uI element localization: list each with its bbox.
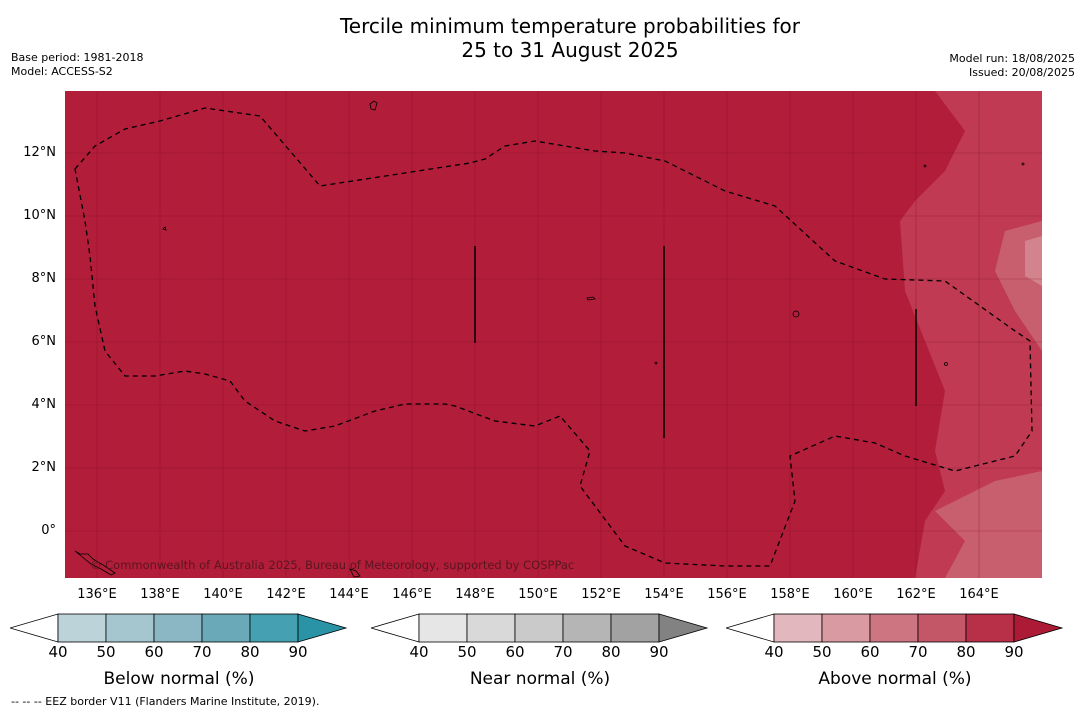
colorbar-tick-label: 40 (764, 643, 784, 661)
colorbar-segment (418, 613, 468, 643)
map-title: Tercile minimum temperature probabilitie… (0, 14, 1085, 62)
colorbar-tick-label: 90 (649, 643, 669, 661)
lat-label-8n: 8°N (31, 271, 57, 286)
colorbar-tick-label: 60 (144, 643, 164, 661)
lon-label-136e: 136°E (77, 587, 117, 602)
near-normal-title: Near normal (%) (469, 669, 611, 689)
eez-border (74, 107, 1033, 567)
colorbar-tick-label: 50 (457, 643, 477, 661)
lon-label-164e: 164°E (959, 587, 999, 602)
colorbar-tick-label: 90 (1004, 643, 1024, 661)
colorbar-segment (105, 613, 155, 643)
colorbar-extend-high (1013, 613, 1064, 643)
lon-label-154e: 154°E (644, 587, 684, 602)
colorbar-extend-high (297, 613, 348, 643)
lon-label-146e: 146°E (392, 587, 432, 602)
above-normal-70-south (935, 471, 1042, 578)
lon-label-160e: 160°E (833, 587, 873, 602)
above-normal-90-field (65, 91, 1042, 578)
colorbar-segment (610, 613, 660, 643)
colorbar-tick-label: 90 (288, 643, 308, 661)
colorbar-segment (821, 613, 871, 643)
map-svg (65, 91, 1042, 578)
lat-label-2n: 2°N (31, 460, 57, 475)
colorbar-tick-label: 70 (192, 643, 212, 661)
colorbar-segment (562, 613, 612, 643)
below-normal-title: Below normal (%) (103, 669, 255, 689)
eez-footnote: -- -- -- EEZ border V11 (Flanders Marine… (11, 695, 320, 708)
model-text: Model: ACCESS-S2 (11, 65, 113, 78)
colorbar-tick-label: 70 (553, 643, 573, 661)
above-normal-colorbar (726, 613, 1064, 643)
colorbar-segment (917, 613, 967, 643)
lon-label-150e: 150°E (518, 587, 558, 602)
colorbar-tick-label: 60 (860, 643, 880, 661)
lat-label-4n: 4°N (31, 397, 57, 412)
lat-label-10n: 10°N (23, 208, 56, 223)
lon-label-140e: 140°E (203, 587, 243, 602)
colorbar-segment (153, 613, 203, 643)
issued-text: Issued: 20/08/2025 (968, 66, 1075, 79)
colorbar-extend-low (371, 613, 420, 643)
title-line-1: Tercile minimum temperature probabilitie… (339, 14, 801, 38)
lon-label-142e: 142°E (266, 587, 306, 602)
colorbar-extend-low (10, 613, 59, 643)
colorbar-extend-low (726, 613, 775, 643)
lon-label-148e: 148°E (455, 587, 495, 602)
colorbar-tick-label: 70 (908, 643, 928, 661)
lon-label-158e: 158°E (770, 587, 810, 602)
colorbar-tick-label: 80 (956, 643, 976, 661)
below-normal-colorbar (10, 613, 348, 643)
colorbar-tick-label: 40 (48, 643, 68, 661)
model-run-info: Model run: 18/08/2025 Issued: 20/08/2025 (949, 52, 1075, 80)
colorbar-segment (57, 613, 107, 643)
lat-label-6n: 6°N (31, 334, 57, 349)
colorbar-segment (773, 613, 823, 643)
probability-map[interactable] (65, 91, 1042, 578)
colorbar-tick-label: 40 (409, 643, 429, 661)
colorbar-segment (201, 613, 251, 643)
lon-label-162e: 162°E (896, 587, 936, 602)
colorbar-segment (869, 613, 919, 643)
islands (74, 100, 1025, 578)
near-normal-colorbar (371, 613, 709, 643)
lon-label-156e: 156°E (707, 587, 747, 602)
model-run-text: Model run: 18/08/2025 (949, 52, 1075, 65)
colorbar-tick-label: 80 (240, 643, 260, 661)
colorbar-tick-label: 80 (601, 643, 621, 661)
colorbar-tick-label: 60 (505, 643, 525, 661)
colorbar-extend-high (658, 613, 709, 643)
colorbar-tick-label: 50 (96, 643, 116, 661)
graticule (65, 91, 1042, 578)
lon-label-152e: 152°E (581, 587, 621, 602)
base-period-info: Base period: 1981-2018 Model: ACCESS-S2 (11, 51, 143, 79)
above-normal-60-area (1025, 236, 1042, 286)
lon-label-144e: 144°E (329, 587, 369, 602)
colorbar-segment (965, 613, 1015, 643)
title-line-2: 25 to 31 August 2025 (461, 38, 679, 62)
lon-label-138e: 138°E (140, 587, 180, 602)
above-normal-80-area (900, 91, 1042, 578)
colorbar-segment (249, 613, 299, 643)
colorbar-segment (466, 613, 516, 643)
base-period-text: Base period: 1981-2018 (11, 51, 144, 64)
colorbar-tick-label: 50 (812, 643, 832, 661)
lat-label-0: 0° (41, 523, 56, 538)
above-normal-80-patch (1015, 101, 1042, 181)
copyright-notice: © Commonwealth of Australia 2025, Bureau… (90, 558, 575, 572)
lat-label-12n: 12°N (23, 145, 56, 160)
colorbar-segment (514, 613, 564, 643)
above-normal-title: Above normal (%) (818, 669, 972, 689)
